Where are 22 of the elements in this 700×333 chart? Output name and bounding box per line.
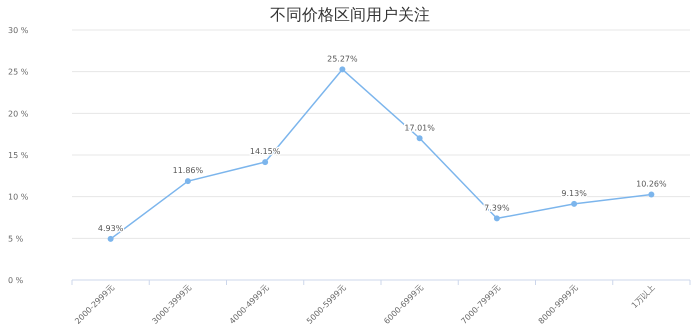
point: [494, 215, 500, 222]
y-tick-label: 5 %: [8, 234, 24, 244]
y-tick-label: 25 %: [8, 68, 29, 77]
y-tick-label: 30 %: [8, 26, 29, 35]
data-label: 25.27%: [327, 54, 358, 64]
point: [648, 192, 654, 198]
y-tick-label: 15 %: [8, 151, 29, 160]
y-tick-label: 20 %: [8, 109, 29, 118]
point: [262, 159, 268, 166]
data-label: 4.93%: [98, 224, 124, 233]
data-label: 9.13%: [561, 188, 588, 198]
point: [184, 178, 191, 184]
point: [416, 135, 423, 142]
y-tick-label: 10 %: [8, 192, 29, 202]
chart-title: 不同价格区间用户关注: [270, 5, 430, 24]
y-tick-label: 0 %: [8, 276, 24, 285]
point: [108, 236, 114, 242]
x-tick-label: 1万以上: [630, 283, 657, 310]
point: [571, 200, 578, 207]
data-label: 11.86%: [172, 166, 204, 176]
point: [339, 66, 346, 72]
data-label: 10.26%: [636, 180, 668, 188]
